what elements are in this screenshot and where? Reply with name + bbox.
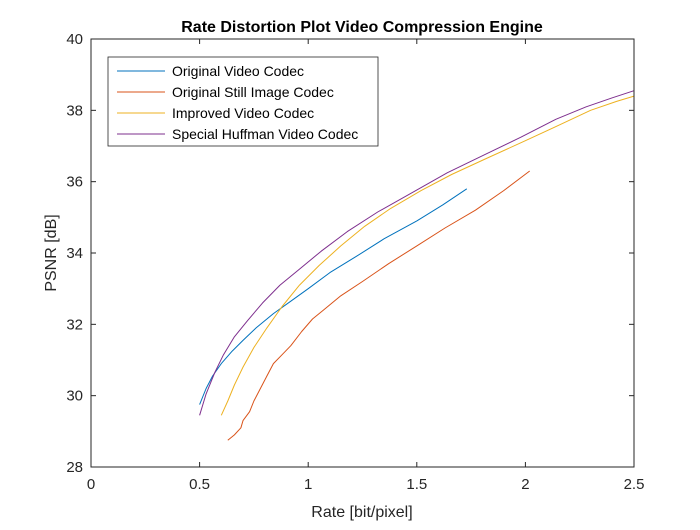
y-tick-label: 38 [66, 102, 83, 119]
y-axis-label: PSNR [dB] [43, 214, 60, 291]
legend-label-1: Original Video Codec [172, 63, 304, 79]
x-axis-ticks: 0 0.5 1 1.5 2 2.5 [87, 39, 645, 493]
x-tick-label: 1 [304, 476, 312, 493]
x-axis-label: Rate [bit/pixel] [311, 504, 412, 521]
legend-box [107, 56, 379, 147]
series-line-4 [199, 90, 635, 416]
legend-label-3: Improved Video Codec [172, 105, 314, 121]
series-line-1 [199, 188, 468, 405]
series-line-3 [220, 95, 635, 416]
y-tick-label: 30 [66, 388, 83, 405]
y-tick-label: 28 [66, 459, 83, 476]
series-line-2 [227, 170, 531, 441]
legend: Original Video Codec Original Still Image… [107, 56, 379, 147]
y-tick-label: 36 [66, 174, 83, 191]
legend-label-2: Original Still Image Codec [172, 84, 334, 100]
y-tick-label: 32 [66, 316, 83, 333]
x-tick-label: 0 [87, 476, 95, 493]
x-tick-label: 1.5 [406, 476, 427, 493]
y-axis-ticks: 28 30 32 34 36 38 40 [66, 31, 634, 476]
x-tick-label: 2.5 [624, 476, 645, 493]
y-tick-label: 40 [66, 31, 83, 48]
x-tick-label: 2 [521, 476, 529, 493]
y-tick-label: 34 [66, 245, 83, 262]
x-tick-label: 0.5 [189, 476, 210, 493]
series-layer [199, 90, 635, 441]
chart-title: Rate Distortion Plot Video Compression E… [181, 19, 543, 36]
legend-label-4: Special Huffman Video Codec [172, 126, 358, 142]
legend-items: Original Video Codec Original Still Image… [117, 63, 358, 142]
